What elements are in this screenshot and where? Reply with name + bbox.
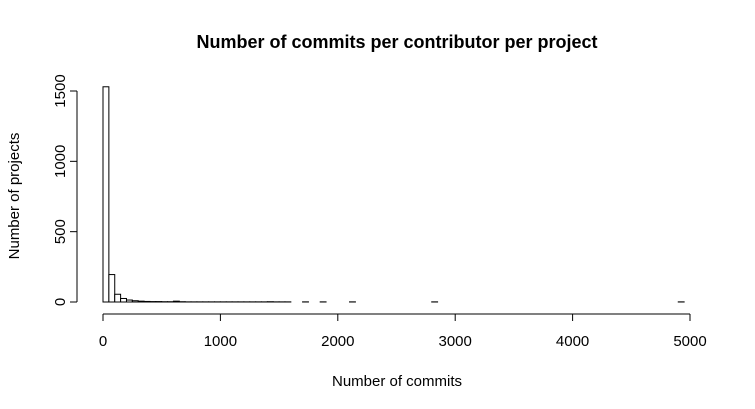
x-tick-label: 3000 xyxy=(439,333,472,350)
y-tick-label: 500 xyxy=(52,219,69,244)
x-tick-label: 4000 xyxy=(556,333,589,350)
histogram-bars xyxy=(102,86,685,303)
histogram-bar xyxy=(143,300,151,303)
chart-title: Number of commits per contributor per pr… xyxy=(196,32,597,52)
histogram-bar xyxy=(108,274,116,303)
histogram-bar xyxy=(131,300,139,303)
x-tick-label: 1000 xyxy=(204,333,237,350)
y-axis: 0 500 1000 1500 xyxy=(52,74,78,306)
histogram-bar xyxy=(102,86,110,303)
histogram-bar xyxy=(120,297,127,303)
x-axis: 0 1000 2000 3000 4000 5000 xyxy=(99,313,707,350)
x-tick-label: 0 xyxy=(99,333,107,350)
y-axis-label: Number of projects xyxy=(6,133,23,260)
histogram-bar xyxy=(114,293,122,303)
x-tick-label: 2000 xyxy=(321,333,354,350)
y-tick-label: 1000 xyxy=(52,145,69,178)
histogram-bar xyxy=(125,299,133,303)
y-tick-label: 1500 xyxy=(52,74,69,107)
x-axis-label: Number of commits xyxy=(332,373,462,390)
histogram-bar xyxy=(137,300,145,303)
histogram-bar xyxy=(172,300,180,303)
y-tick-label: 0 xyxy=(52,298,69,306)
x-tick-label: 5000 xyxy=(673,333,706,350)
